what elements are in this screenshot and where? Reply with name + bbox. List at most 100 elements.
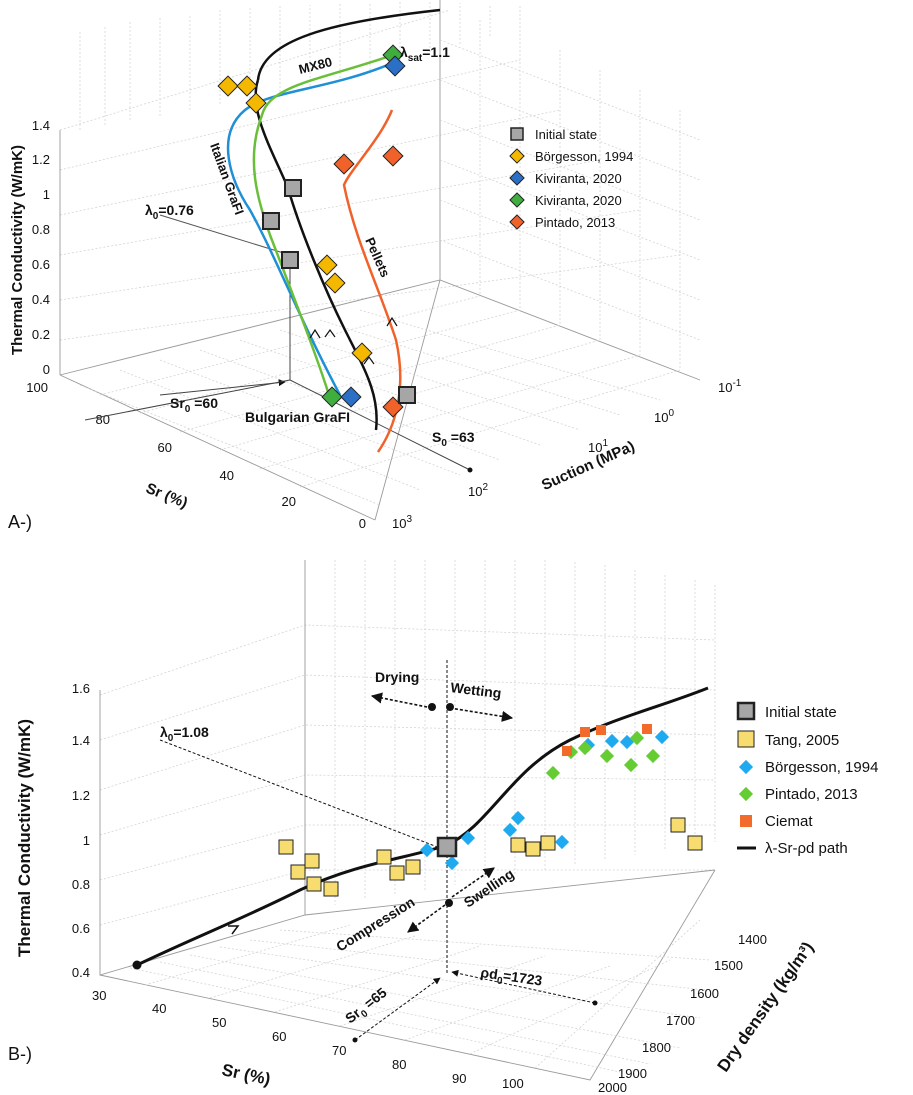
b-tang-point-3 bbox=[304, 853, 320, 869]
b-compression-label: Compression bbox=[333, 894, 417, 955]
a-legend-label-2: Kiviranta, 2020 bbox=[535, 171, 622, 186]
b-tang-point-10 bbox=[525, 841, 541, 857]
b-sr0-arrow bbox=[354, 977, 441, 1041]
a-lambda-sat: λsat=1.1 bbox=[400, 44, 450, 64]
b-tang-point-4 bbox=[306, 876, 322, 892]
b-srtick-5: 80 bbox=[392, 1057, 406, 1072]
b-rhod0-sub: 0 bbox=[496, 975, 503, 987]
a-stick-1: 100 bbox=[654, 408, 674, 425]
b-borgesson-point-4 bbox=[502, 822, 518, 838]
b-pintado-point-4 bbox=[599, 748, 615, 764]
a-srtick-0: 100 bbox=[26, 380, 48, 395]
b-ciemat-point-3 bbox=[596, 725, 606, 735]
b-ztick-1: 0.6 bbox=[72, 921, 90, 936]
b-swelling-label: Swelling bbox=[461, 865, 517, 910]
a-legend-marker-0 bbox=[510, 127, 524, 141]
a-kiviranta-green-point-2 bbox=[321, 386, 343, 408]
b-srtick-3: 60 bbox=[272, 1029, 286, 1044]
b-srtick-1: 40 bbox=[152, 1001, 166, 1016]
b-borgesson-point-7 bbox=[604, 733, 620, 749]
b-rhotick-1: 1500 bbox=[714, 958, 743, 973]
a-s0-line bbox=[289, 379, 471, 471]
a-sr0-main: Sr bbox=[170, 395, 185, 411]
b-borgesson-point-5 bbox=[510, 810, 526, 826]
b-compression-arrow bbox=[407, 904, 446, 933]
b-rho0-tick-dot bbox=[592, 1000, 598, 1006]
b-drying-arrow bbox=[370, 692, 433, 709]
panel-b: 0.4 0.6 0.8 1 1.2 1.4 1.6 Thermal Conduc… bbox=[8, 560, 878, 1095]
a-srtick-5: 0 bbox=[359, 516, 366, 531]
a-pintado-point-3 bbox=[382, 396, 404, 418]
panel-a-suction-ticks: 10-1 100 101 102 103 bbox=[392, 378, 742, 531]
b-sr0-tick-dot bbox=[352, 1037, 358, 1043]
b-legend-marker-1 bbox=[737, 730, 755, 748]
a-stick-4-exp: 3 bbox=[406, 514, 412, 525]
a-borgesson-point-3 bbox=[245, 92, 267, 114]
a-lambda0-rest: =0.76 bbox=[158, 202, 194, 218]
a-kiviranta-blue-point-1 bbox=[384, 55, 406, 77]
b-srtick-2: 50 bbox=[212, 1015, 226, 1030]
a-lambda0: λ0=0.76 bbox=[145, 202, 194, 222]
a-initial-point-4 bbox=[398, 386, 416, 404]
b-sr0: Sr0 =65 bbox=[342, 984, 392, 1029]
a-initial-point-1 bbox=[284, 179, 302, 197]
panel-b-back-wall bbox=[99, 560, 716, 1081]
a-stick-1-exp: 0 bbox=[668, 408, 674, 419]
a-mx80-path bbox=[254, 79, 378, 431]
b-path-start bbox=[132, 960, 142, 970]
a-legend-marker-3 bbox=[509, 192, 525, 208]
b-lambda0: λ0=1.08 bbox=[160, 724, 209, 744]
b-srtick-6: 90 bbox=[452, 1071, 466, 1086]
a-initial-point-2 bbox=[262, 212, 280, 230]
b-tang-point-5 bbox=[323, 881, 339, 897]
b-tang-point-13 bbox=[687, 835, 703, 851]
b-tang-point-11 bbox=[540, 835, 556, 851]
a-sr0-val: =60 bbox=[190, 395, 218, 411]
b-wetting-arrow bbox=[449, 707, 514, 722]
a-borgesson-point-5 bbox=[324, 272, 346, 294]
b-lambda0-main: λ bbox=[160, 724, 168, 740]
b-ciemat-point-4 bbox=[642, 724, 652, 734]
a-lambda0-sub: 0 bbox=[153, 211, 159, 222]
a-stick-4: 103 bbox=[392, 514, 412, 531]
b-ciemat-points bbox=[562, 724, 652, 756]
b-tang-point-7 bbox=[389, 865, 405, 881]
panel-a: 0 0.2 0.4 0.6 0.8 1 1.2 1.4 Thermal Cond… bbox=[8, 0, 742, 532]
a-srtick-4: 20 bbox=[282, 494, 296, 509]
a-sr0: Sr0 =60 bbox=[170, 395, 218, 415]
b-ztick-6: 1.6 bbox=[72, 681, 90, 696]
a-srtick-1: 80 bbox=[96, 412, 110, 427]
b-path-line bbox=[136, 686, 709, 967]
a-sr0-arrow bbox=[159, 379, 286, 396]
b-legend-label-3: Pintado, 2013 bbox=[765, 786, 858, 803]
a-ztick-4: 0.8 bbox=[32, 222, 50, 237]
a-s0: S0 =63 bbox=[432, 429, 475, 449]
a-lambda-sat-sub: sat bbox=[408, 53, 423, 64]
a-lambda0-main: λ bbox=[145, 202, 153, 218]
a-borgesson-point-1 bbox=[217, 75, 239, 97]
a-pintado-point-2 bbox=[382, 145, 404, 167]
b-tang-point-9 bbox=[510, 837, 526, 853]
b-swelling-arrow bbox=[451, 867, 495, 898]
b-srtick-4: 70 bbox=[332, 1043, 346, 1058]
b-rhotick-3: 1700 bbox=[666, 1013, 695, 1028]
a-bulgarian-label: Bulgarian GraFI bbox=[245, 409, 350, 425]
b-legend-marker-3 bbox=[738, 786, 754, 802]
b-drying-dot bbox=[428, 703, 436, 711]
b-ztick-3: 1 bbox=[83, 833, 90, 848]
b-srtick-0: 30 bbox=[92, 988, 106, 1003]
a-zlabel: Thermal Conductivity (W/mK) bbox=[9, 145, 26, 355]
a-legend-label-4: Pintado, 2013 bbox=[535, 215, 615, 230]
a-mx80-label: MX80 bbox=[297, 54, 334, 77]
b-xlabel: Sr (%) bbox=[220, 1060, 272, 1089]
b-pintado-point-1 bbox=[545, 765, 561, 781]
a-ztick-6: 1.2 bbox=[32, 152, 50, 167]
b-tang-points bbox=[278, 817, 703, 897]
b-rhotick-6: 2000 bbox=[598, 1080, 627, 1095]
b-path-arrow bbox=[228, 925, 240, 935]
a-stick-3-base: 10 bbox=[468, 484, 482, 499]
a-legend-label-0: Initial state bbox=[535, 127, 597, 142]
a-kiviranta-blue-point-2 bbox=[340, 386, 362, 408]
b-pintado-point-6 bbox=[645, 748, 661, 764]
b-legend-label-1: Tang, 2005 bbox=[765, 732, 839, 749]
